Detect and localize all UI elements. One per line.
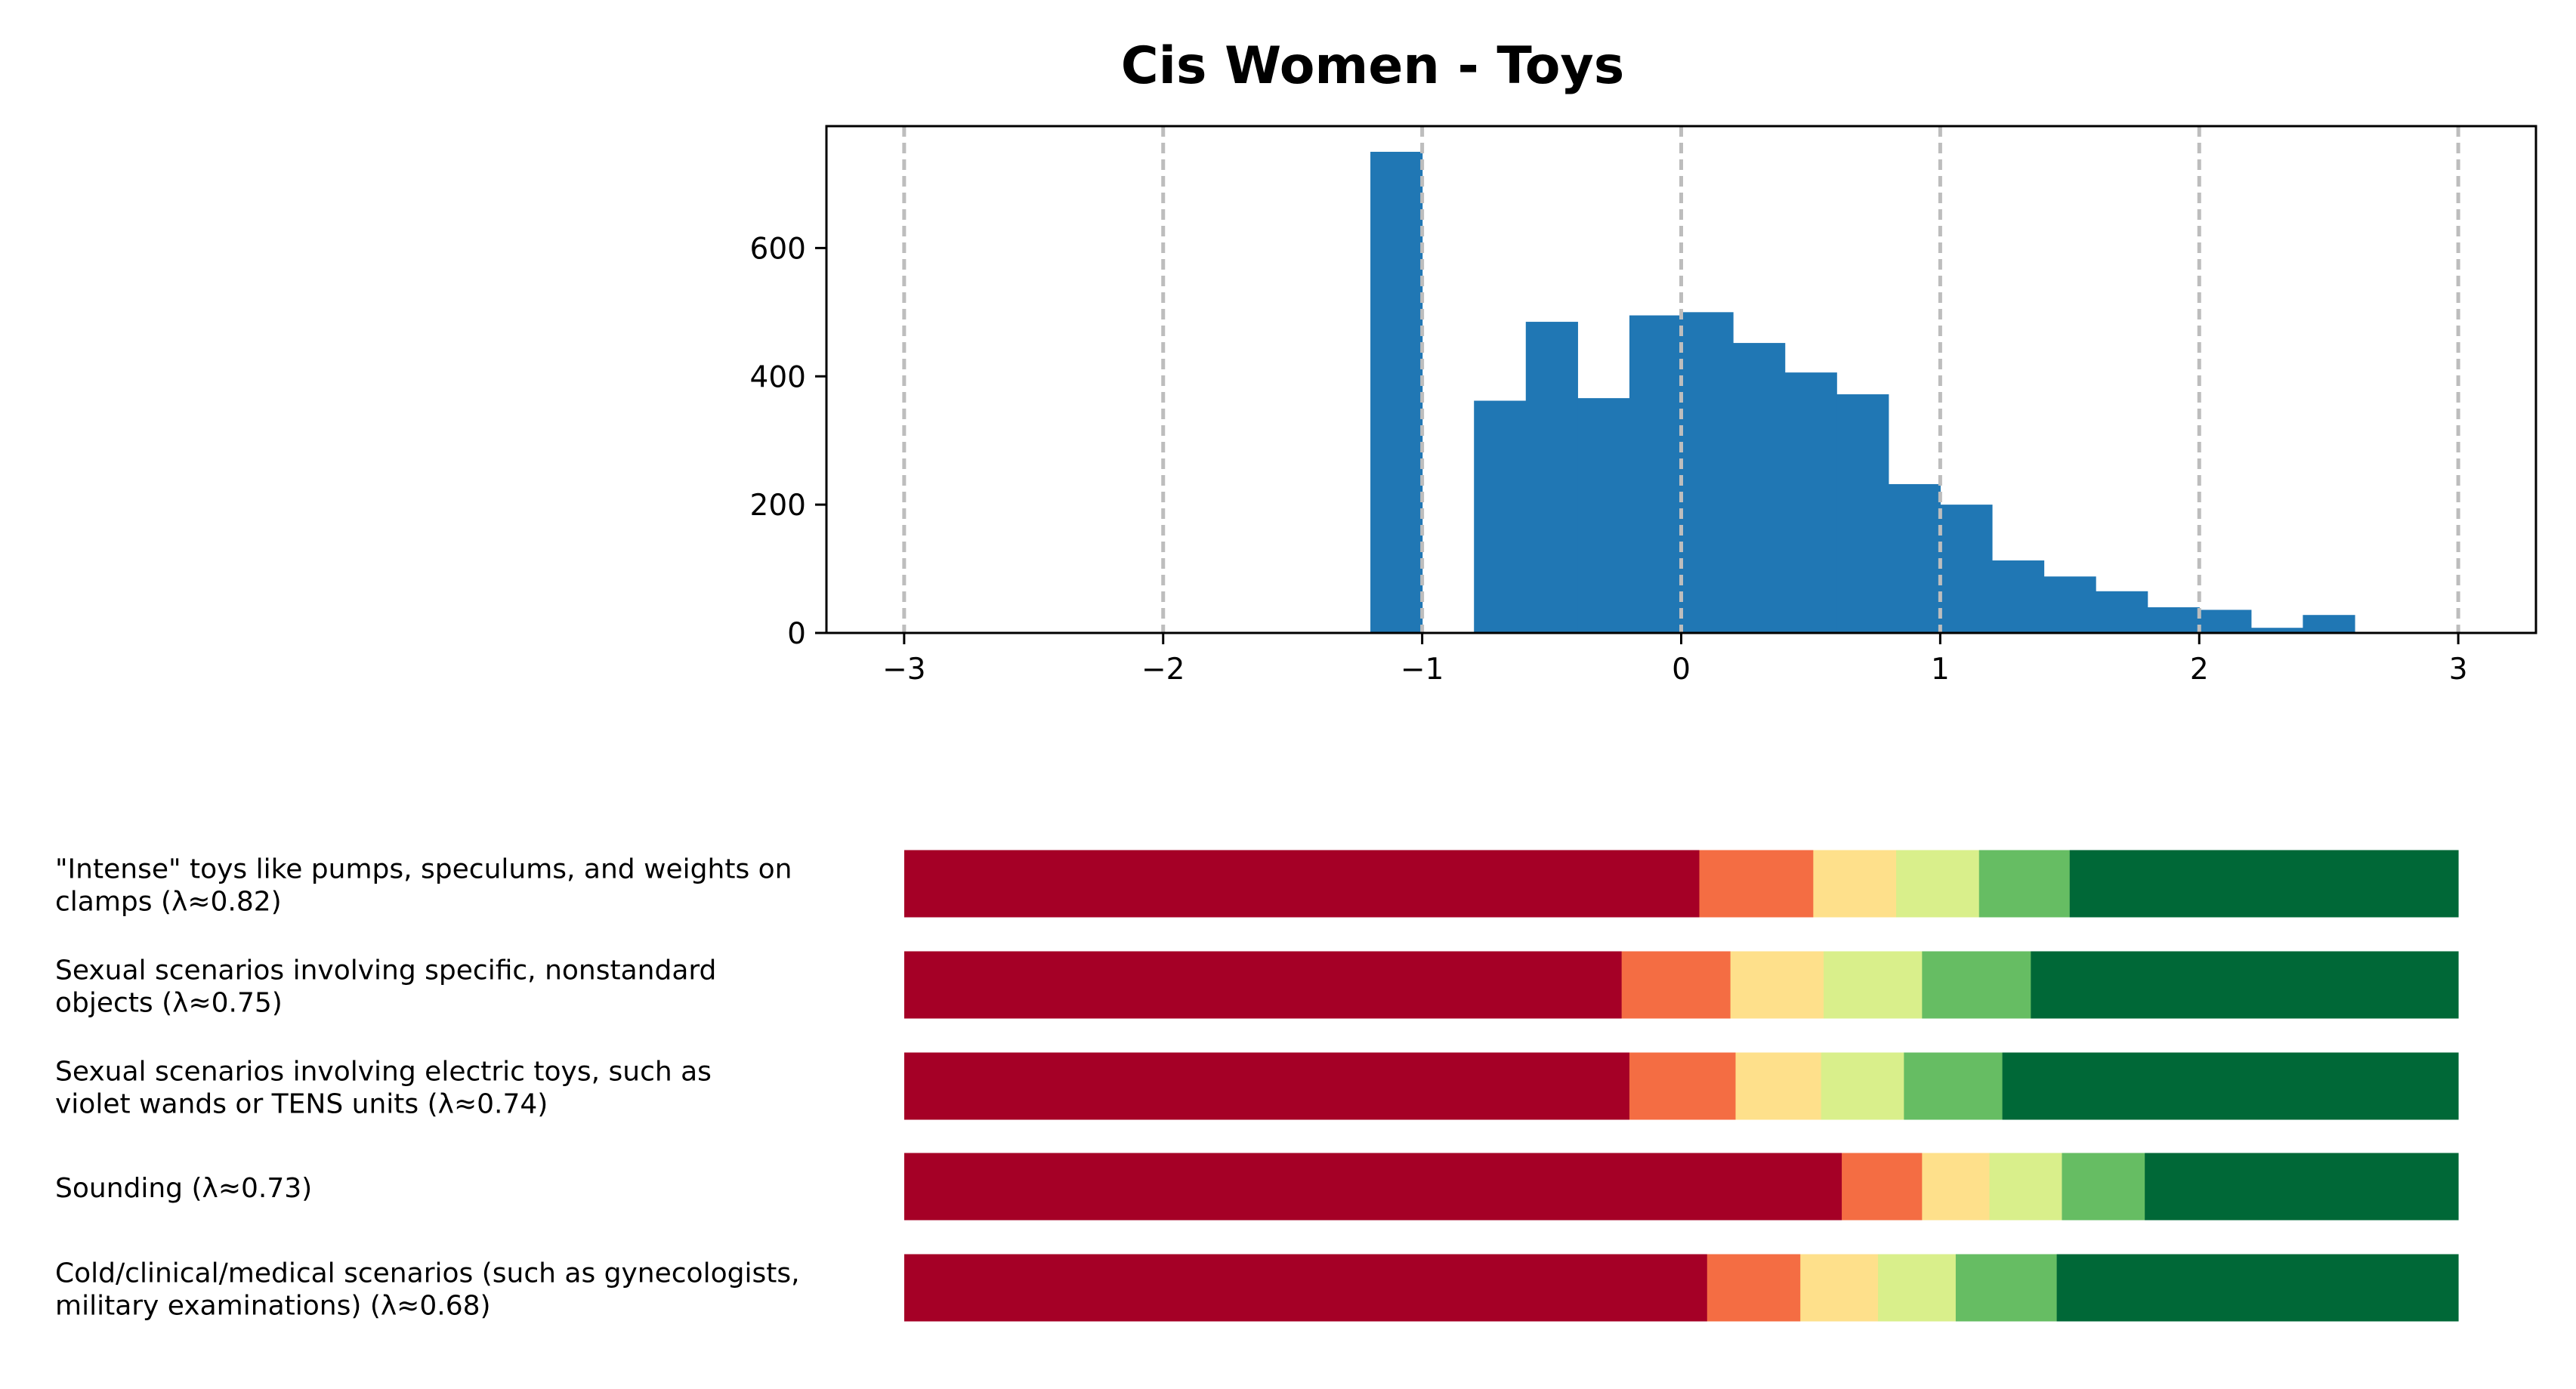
histogram-panel: −3 −2 −1 0 1 2 3 0 200 400 600 bbox=[750, 125, 2537, 687]
stacked-bar-segment bbox=[904, 1052, 1630, 1120]
stacked-bar-segment bbox=[1922, 1153, 1991, 1221]
histogram-bar bbox=[1577, 398, 1630, 633]
row-label: military examinations) (λ≈0.68) bbox=[55, 1291, 491, 1322]
y-tick-label: 200 bbox=[750, 489, 806, 523]
stacked-bar-segment bbox=[1878, 1254, 1957, 1322]
stacked-bar-segment bbox=[1629, 1052, 1737, 1120]
stacked-bar-segment bbox=[1978, 850, 2071, 918]
stacked-bar-segment bbox=[1707, 1254, 1801, 1322]
stacked-bar-segment bbox=[1842, 1153, 1923, 1221]
stacked-bar-segment bbox=[1955, 1254, 2058, 1322]
histogram-bar bbox=[1629, 315, 1682, 633]
stacked-bar-segment bbox=[1621, 951, 1731, 1019]
histogram-bar bbox=[2043, 576, 2096, 633]
stacked-bar-segment bbox=[1824, 951, 1923, 1019]
x-tick-label: 0 bbox=[1672, 653, 1691, 687]
x-tick-label: −3 bbox=[882, 653, 926, 687]
histogram-bar bbox=[2147, 607, 2200, 633]
stacked-bar-segment bbox=[1730, 951, 1824, 1019]
histogram-bar bbox=[2250, 628, 2304, 633]
stacked-bar-segment bbox=[1699, 850, 1814, 918]
histogram-bar bbox=[1888, 483, 1941, 633]
stacked-bars-panel: "Intense" toys like pumps, speculums, an… bbox=[55, 850, 2459, 1322]
histogram-bar bbox=[2096, 591, 2148, 633]
stacked-bar-segment bbox=[1989, 1153, 2063, 1221]
stacked-bar-segment bbox=[1904, 1052, 2003, 1120]
histogram-bar bbox=[1733, 343, 1786, 633]
stacked-bar-segment bbox=[1922, 951, 2031, 1019]
stacked-bar-segment bbox=[904, 1153, 1842, 1221]
stacked-bar-segment bbox=[1800, 1254, 1879, 1322]
stacked-bar-segment bbox=[2069, 850, 2459, 918]
x-tick-label: 2 bbox=[2190, 653, 2209, 687]
stacked-bar-segment bbox=[2031, 951, 2459, 1019]
y-tick-label: 600 bbox=[750, 232, 806, 266]
y-tick-label: 400 bbox=[750, 360, 806, 394]
histogram-bar bbox=[1784, 372, 1837, 633]
row-label: objects (λ≈0.75) bbox=[55, 988, 283, 1019]
histogram-bar bbox=[1681, 312, 1734, 633]
stacked-bar-segment bbox=[1821, 1052, 1904, 1120]
stacked-bar-segment bbox=[1735, 1052, 1822, 1120]
stacked-bar-segment bbox=[904, 951, 1623, 1019]
stacked-bar-segment bbox=[2002, 1052, 2459, 1120]
chart-title: Cis Women - Toys bbox=[1120, 36, 1625, 96]
stacked-bar-segment bbox=[2145, 1153, 2459, 1221]
x-tick-label: −2 bbox=[1141, 653, 1185, 687]
histogram-bar bbox=[1940, 505, 1993, 633]
histogram-bar bbox=[2199, 610, 2252, 633]
histogram-bar bbox=[1474, 400, 1527, 633]
stacked-bar-segment bbox=[904, 1254, 1708, 1322]
stacked-bar-segment bbox=[2056, 1254, 2459, 1322]
row-label: clamps (λ≈0.82) bbox=[55, 887, 282, 918]
row-label: Sexual scenarios involving electric toys… bbox=[55, 1057, 712, 1088]
row-label: "Intense" toys like pumps, speculums, an… bbox=[55, 854, 792, 885]
histogram-bar bbox=[1991, 560, 2045, 633]
stacked-bar-segment bbox=[904, 850, 1700, 918]
row-label: Sexual scenarios involving specific, non… bbox=[55, 955, 716, 986]
stacked-bar-segment bbox=[1813, 850, 1897, 918]
row-label: Sounding (λ≈0.73) bbox=[55, 1173, 312, 1204]
stacked-bar-segment bbox=[1896, 850, 1980, 918]
histogram-bar bbox=[1525, 322, 1578, 633]
row-label: violet wands or TENS units (λ≈0.74) bbox=[55, 1089, 548, 1120]
histogram-bar bbox=[1370, 151, 1423, 634]
x-tick-label: 3 bbox=[2449, 653, 2468, 687]
histogram-bar bbox=[2303, 615, 2355, 633]
row-label: Cold/clinical/medical scenarios (such as… bbox=[55, 1258, 800, 1289]
y-tick-label: 0 bbox=[787, 617, 806, 651]
x-tick-label: 1 bbox=[1931, 653, 1950, 687]
histogram-bar bbox=[1836, 394, 1889, 633]
stacked-bar-segment bbox=[2062, 1153, 2145, 1221]
x-tick-label: −1 bbox=[1401, 653, 1444, 687]
